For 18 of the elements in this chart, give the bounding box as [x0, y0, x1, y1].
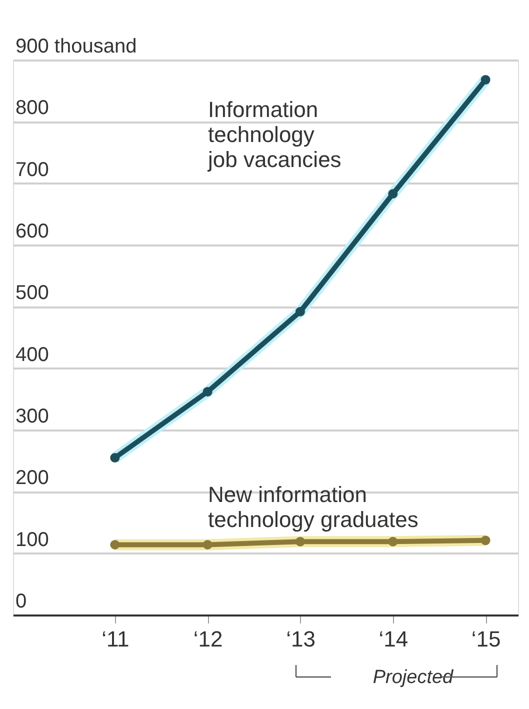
y-tick-label: 0 — [16, 590, 27, 612]
x-tick-label: ‘13 — [286, 626, 316, 652]
y-tick-label: 200 — [16, 467, 49, 490]
text: Information technology job vacancies — [207, 97, 342, 172]
x-tick-label: ‘12 — [193, 626, 223, 652]
y-tick-label: 400 — [16, 344, 49, 366]
series-label: New information technology graduates — [208, 482, 418, 532]
y-tick-label: 500 — [16, 282, 49, 304]
x-tick-label: ‘14 — [378, 626, 408, 652]
y-tick-label: 700 — [16, 158, 49, 181]
y-tick-label: 800 — [16, 97, 49, 120]
text: Projected — [372, 667, 455, 688]
y-tick-label: 100 — [16, 528, 49, 551]
x-tick-label: ‘15 — [471, 626, 501, 652]
y-tick-label: 300 — [16, 406, 49, 428]
y-tick-label: 600 — [16, 220, 49, 242]
y-tick-label: 900 thousand — [16, 36, 137, 58]
x-tick-label: ‘11 — [102, 626, 130, 652]
